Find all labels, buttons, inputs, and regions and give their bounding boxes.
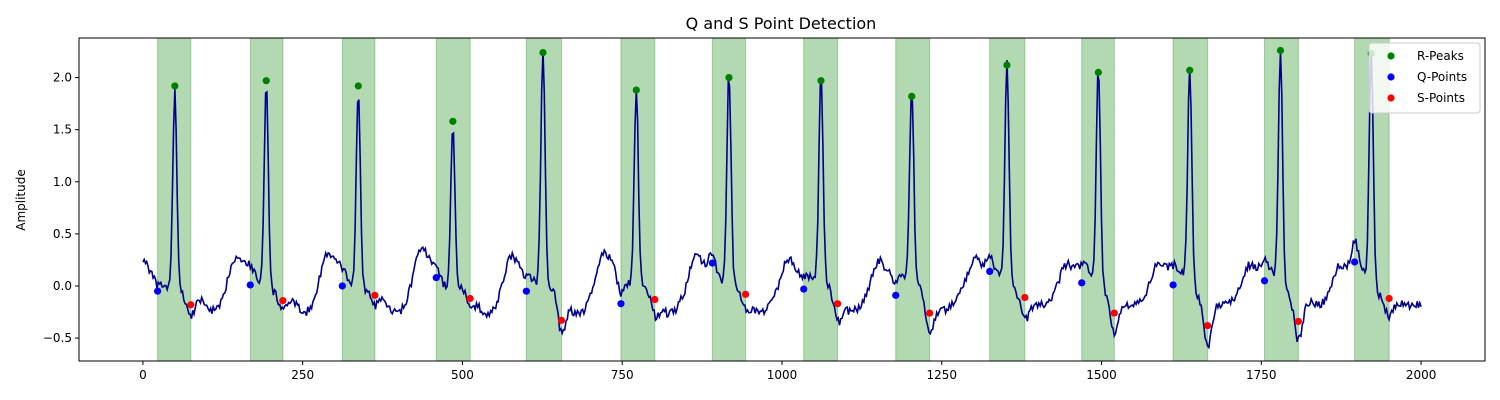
chart-title: Q and S Point Detection — [686, 14, 877, 33]
x-axis: 0 250 500 750 1000 1250 1500 1750 2000 — [139, 361, 1436, 382]
r-peak-point — [1276, 46, 1285, 55]
r-peak-point — [171, 82, 179, 90]
qrs-region — [1264, 38, 1299, 361]
r-peak-point — [1186, 66, 1194, 74]
s-point — [651, 295, 659, 304]
q-point — [246, 281, 254, 289]
plot-area — [142, 38, 1422, 361]
q-point — [1351, 258, 1359, 266]
q-point — [892, 291, 900, 299]
y-tick-label: 1.5 — [53, 123, 72, 137]
x-tick-label: 1000 — [767, 368, 798, 382]
q-point — [617, 300, 625, 308]
qrs-region — [620, 38, 656, 361]
legend-label: S-Points — [1417, 91, 1465, 105]
legend: R-Peaks Q-Points S-Points — [1368, 42, 1481, 114]
q-point — [1169, 281, 1177, 289]
s-point — [466, 294, 474, 303]
q-point — [800, 285, 808, 293]
r-peak-point — [449, 117, 457, 125]
qrs-region — [435, 38, 471, 361]
q-point — [154, 287, 162, 295]
q-point — [522, 287, 530, 295]
r-peak-point — [1094, 68, 1102, 76]
s-point — [279, 296, 287, 305]
q-point — [432, 274, 440, 282]
r-peak-point — [817, 77, 825, 85]
s-point — [557, 316, 566, 324]
x-tick-label: 0 — [139, 368, 147, 382]
s-point — [1294, 317, 1302, 326]
ecg-signal-line — [142, 49, 1422, 350]
y-axis: −0.5 0.0 0.5 1.0 1.5 2.0 — [43, 71, 79, 345]
legend-label: Q-Points — [1417, 70, 1467, 84]
x-tick-label: 1750 — [1246, 368, 1277, 382]
y-tick-label: 0.0 — [53, 279, 72, 293]
x-tick-label: 500 — [451, 368, 474, 382]
q-point — [708, 259, 716, 267]
s-point — [1204, 321, 1212, 330]
r-peak-point — [1003, 61, 1011, 69]
qrs-region — [249, 38, 284, 361]
q-point — [1260, 277, 1269, 285]
x-tick-label: 1500 — [1086, 368, 1117, 382]
r-peak-point — [632, 86, 640, 94]
y-tick-label: 2.0 — [53, 71, 72, 85]
s-point — [1110, 309, 1118, 317]
legend-label: R-Peaks — [1417, 49, 1464, 63]
x-tick-label: 750 — [611, 368, 634, 382]
s-point — [926, 309, 934, 317]
r-peak-point — [539, 48, 547, 57]
x-tick-label: 1250 — [926, 368, 957, 382]
s-point — [741, 290, 750, 298]
legend-marker — [1387, 73, 1395, 81]
r-peak-point — [354, 82, 362, 90]
qrs-region — [341, 38, 376, 361]
y-tick-label: −0.5 — [43, 331, 72, 345]
q-point — [986, 267, 994, 275]
r-peak-point — [262, 77, 270, 85]
r-peak-point — [908, 92, 916, 100]
plot-content — [142, 38, 1422, 361]
s-point — [834, 300, 842, 308]
r-peak-point — [725, 73, 733, 82]
legend-box — [1368, 42, 1481, 114]
q-point — [1078, 279, 1086, 287]
y-tick-label: 0.5 — [53, 227, 72, 241]
q-point — [338, 282, 346, 290]
legend-marker — [1387, 52, 1395, 60]
s-point — [371, 291, 379, 299]
x-tick-label: 250 — [291, 368, 314, 382]
s-point — [1021, 293, 1029, 302]
y-tick-label: 1.0 — [53, 175, 72, 189]
y-axis-label: Amplitude — [14, 169, 28, 231]
x-tick-label: 2000 — [1406, 368, 1437, 382]
s-point — [187, 301, 195, 309]
legend-marker — [1387, 94, 1395, 102]
s-point — [1385, 294, 1393, 303]
